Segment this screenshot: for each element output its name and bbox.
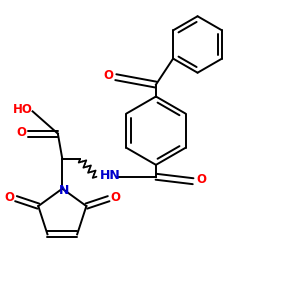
Text: O: O	[4, 191, 14, 204]
Text: O: O	[16, 126, 27, 139]
Text: N: N	[58, 184, 69, 196]
Text: HN: HN	[100, 169, 120, 182]
Text: O: O	[196, 173, 206, 186]
Text: HO: HO	[13, 103, 33, 116]
Text: O: O	[110, 191, 120, 204]
Text: O: O	[103, 69, 113, 82]
